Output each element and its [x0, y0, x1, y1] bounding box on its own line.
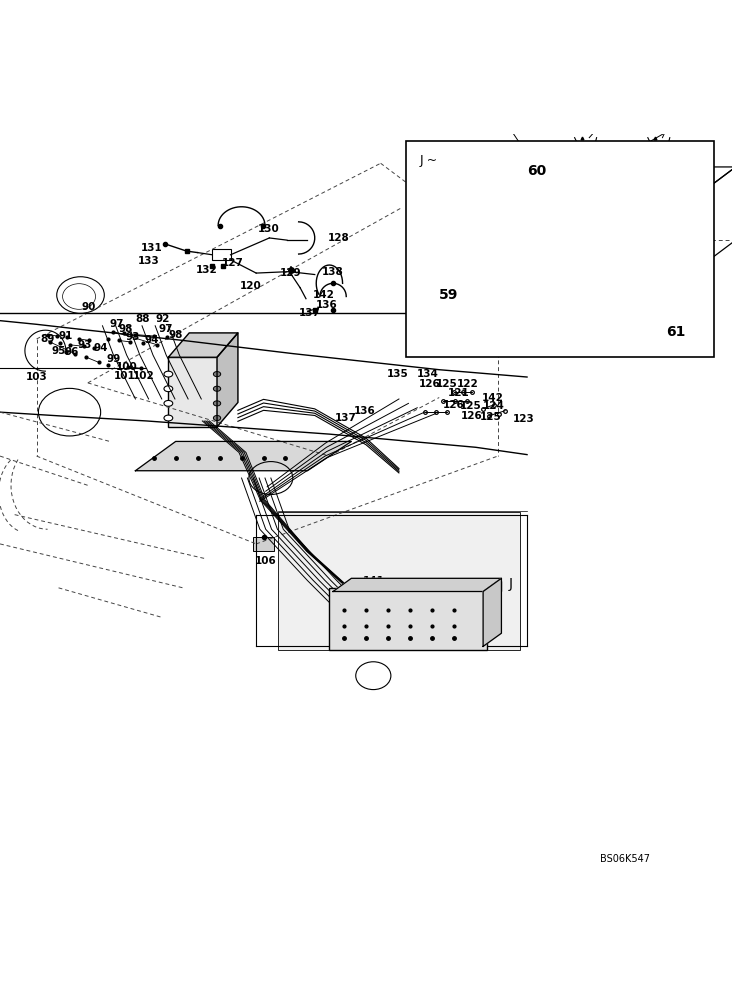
FancyBboxPatch shape: [278, 512, 520, 650]
Text: 88: 88: [135, 314, 150, 324]
Text: 142: 142: [482, 393, 504, 403]
Text: 102: 102: [133, 371, 155, 381]
Text: 128: 128: [328, 233, 350, 243]
Text: 124: 124: [483, 401, 505, 411]
Text: 134: 134: [417, 369, 439, 379]
Text: 138: 138: [322, 267, 344, 277]
Bar: [212, 249, 231, 260]
Text: 90: 90: [82, 302, 97, 312]
Text: 91: 91: [59, 331, 73, 341]
Ellipse shape: [213, 415, 220, 421]
FancyBboxPatch shape: [329, 588, 487, 650]
Text: 98: 98: [119, 324, 133, 334]
Ellipse shape: [164, 400, 173, 406]
Text: 93: 93: [126, 332, 141, 342]
Polygon shape: [135, 441, 351, 471]
Text: 94: 94: [94, 343, 108, 353]
Bar: [406, 141, 714, 357]
Text: 126: 126: [443, 400, 465, 410]
Text: 59: 59: [439, 288, 458, 302]
Text: 122: 122: [457, 379, 479, 389]
Text: 121: 121: [448, 388, 470, 398]
Text: BS06K547: BS06K547: [600, 854, 650, 864]
Text: J: J: [509, 577, 512, 591]
Text: J ~: J ~: [419, 154, 438, 167]
Text: 94: 94: [145, 335, 160, 345]
Ellipse shape: [213, 401, 220, 406]
Text: 125: 125: [436, 379, 458, 389]
Ellipse shape: [164, 415, 173, 421]
Bar: [168, 357, 217, 427]
Text: 141: 141: [363, 576, 385, 586]
Ellipse shape: [213, 372, 220, 377]
Text: 132: 132: [196, 265, 218, 275]
Text: 125: 125: [460, 401, 482, 411]
Text: 129: 129: [280, 268, 302, 278]
Ellipse shape: [213, 386, 220, 391]
Text: 103: 103: [26, 372, 48, 382]
Text: 130: 130: [258, 224, 280, 234]
Text: 100: 100: [116, 362, 138, 372]
Text: 131: 131: [141, 243, 163, 253]
Text: 142: 142: [313, 290, 335, 300]
Polygon shape: [333, 578, 501, 591]
Text: 126: 126: [461, 411, 483, 421]
Text: 97: 97: [110, 319, 124, 329]
Ellipse shape: [164, 386, 173, 392]
Polygon shape: [483, 578, 501, 646]
Text: 98: 98: [168, 330, 183, 340]
Text: 106: 106: [255, 556, 277, 566]
Ellipse shape: [164, 371, 173, 377]
Text: 60: 60: [527, 164, 546, 178]
Text: 127: 127: [222, 258, 244, 268]
Text: 101: 101: [113, 371, 135, 381]
Polygon shape: [168, 333, 238, 357]
Text: 133: 133: [138, 256, 160, 266]
Text: 137: 137: [299, 308, 321, 318]
Text: 89: 89: [40, 334, 55, 344]
Text: 137: 137: [335, 413, 357, 423]
Text: 125: 125: [479, 412, 501, 422]
Text: 92: 92: [155, 314, 170, 324]
Text: 95: 95: [51, 346, 66, 356]
Text: 97: 97: [158, 324, 173, 334]
Text: 120: 120: [240, 281, 262, 291]
Text: 93: 93: [78, 340, 92, 350]
Text: 123: 123: [512, 414, 534, 424]
Text: 99: 99: [107, 354, 121, 364]
Text: 135: 135: [386, 369, 408, 379]
Bar: [253, 537, 274, 551]
Text: 61: 61: [666, 325, 685, 339]
Polygon shape: [217, 333, 238, 427]
Text: 126: 126: [419, 379, 441, 389]
Text: 136: 136: [354, 406, 376, 416]
Text: 96: 96: [64, 347, 79, 357]
Text: 136: 136: [316, 300, 338, 310]
